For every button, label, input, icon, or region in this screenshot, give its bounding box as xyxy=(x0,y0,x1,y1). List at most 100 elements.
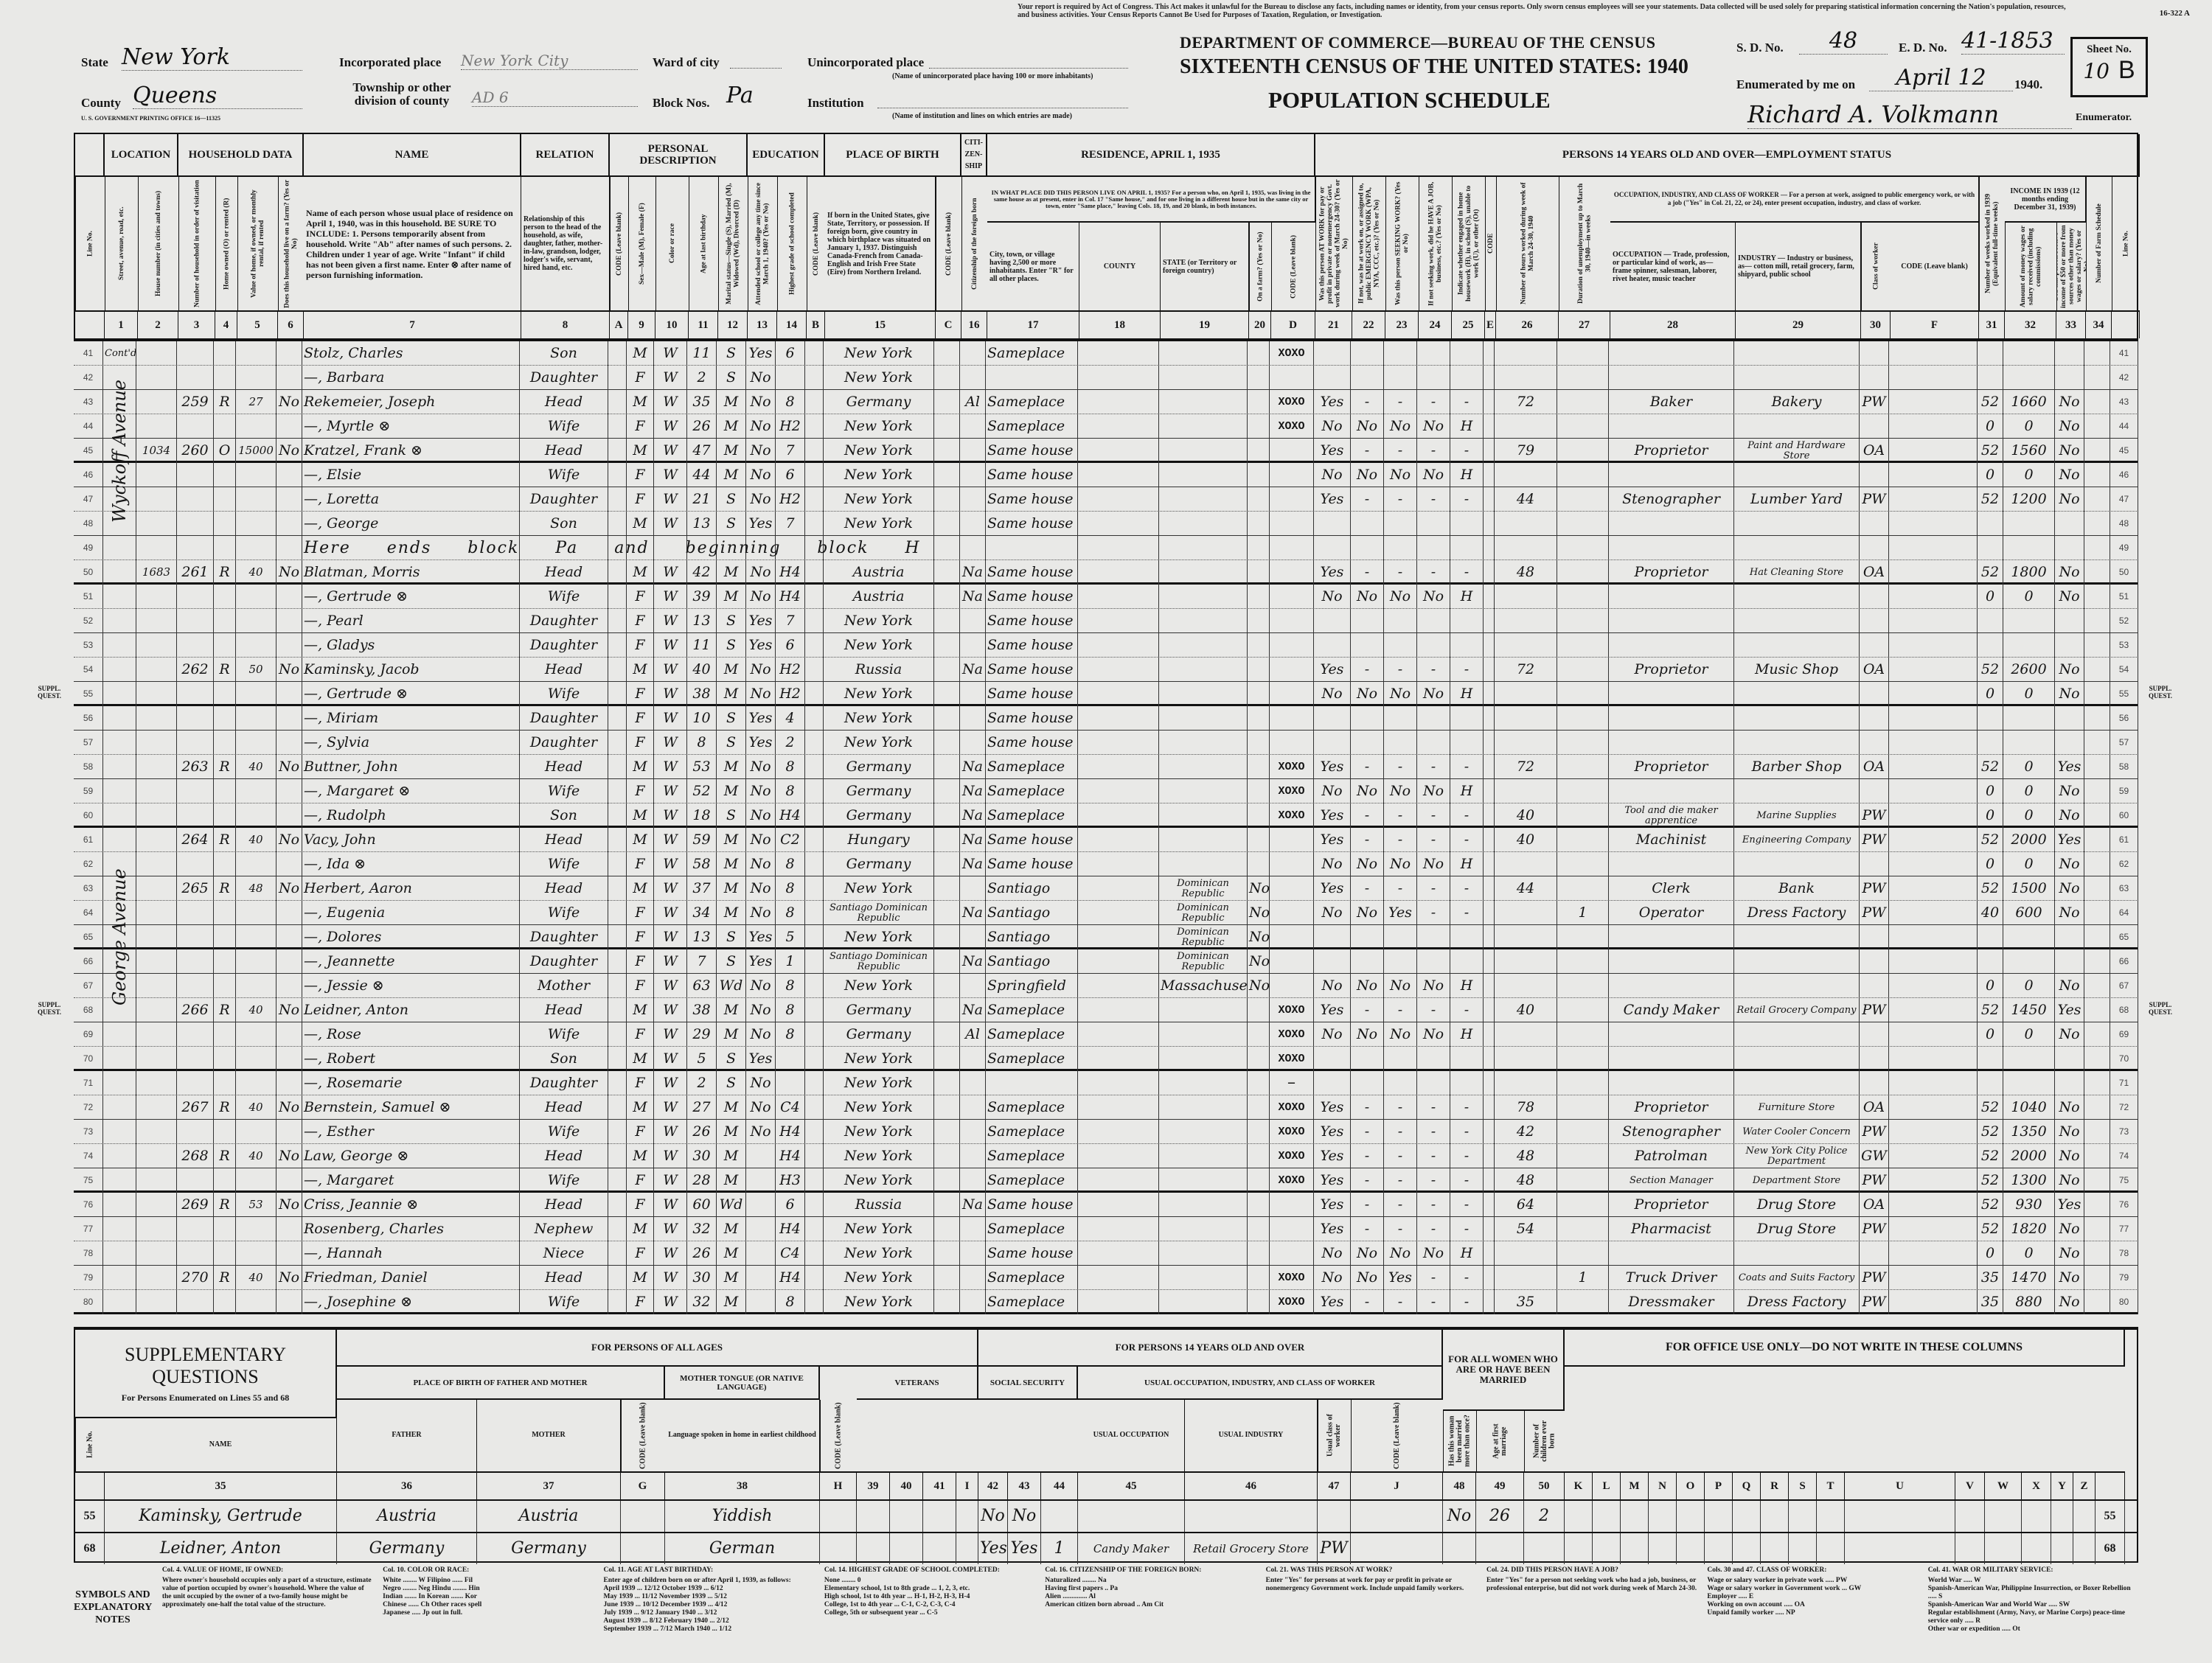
cell-race: W xyxy=(654,949,687,974)
cell-line: 69 xyxy=(74,1022,103,1047)
cell-grade: H4 xyxy=(776,803,805,828)
suppl-quest-marker: SUPPL. QUEST. xyxy=(37,1001,62,1016)
cell-seeking xyxy=(1557,1217,1609,1241)
cell-c23 xyxy=(1384,341,1417,366)
cell-codeF xyxy=(1889,901,1978,925)
cell-relation: Head xyxy=(520,560,608,585)
cell-c25: H xyxy=(1450,585,1484,609)
cell-relation: Daughter xyxy=(520,949,608,974)
cell-relation: Head xyxy=(520,876,608,901)
cell-c23: No xyxy=(1384,463,1417,487)
cell-sex: M xyxy=(627,876,654,901)
ward-label: Ward of city xyxy=(653,55,720,69)
unincorporated-field xyxy=(929,68,1128,69)
cell-class: PW xyxy=(1860,1290,1889,1314)
cell-res_city: Sameplace xyxy=(986,1168,1078,1193)
supplementary-label-name: NAME xyxy=(105,1418,337,1471)
cell-street xyxy=(103,949,136,974)
cell-weeks: 52 xyxy=(1978,1144,2003,1168)
cell-value: 40 xyxy=(236,1266,276,1290)
cell-grade: 8 xyxy=(776,779,805,803)
cell-c21 xyxy=(1314,706,1351,731)
cell-line: 45 xyxy=(74,439,103,463)
cell-res_state xyxy=(1159,560,1248,585)
cell-sex: F xyxy=(627,852,654,876)
cell-wages: 1470 xyxy=(2003,1266,2055,1290)
supplementary-cell-Q xyxy=(1733,1533,1761,1564)
cell-marital: S xyxy=(717,512,746,536)
cell-citizenship xyxy=(960,609,986,633)
cell-industry xyxy=(1734,633,1860,658)
cell-codeB xyxy=(805,633,824,658)
cell-school: No xyxy=(746,779,776,803)
cell-c22: - xyxy=(1351,390,1384,414)
cell-codeE xyxy=(1484,949,1495,974)
cell-age: 26 xyxy=(687,1241,717,1266)
cell-c21 xyxy=(1314,609,1351,633)
cell-codeE xyxy=(1484,585,1495,609)
cell-age: 11 xyxy=(687,341,717,366)
group-header: PERSONAL DESCRIPTION xyxy=(610,134,748,177)
cell-codeB xyxy=(805,1241,824,1266)
cell-hours: 48 xyxy=(1495,1168,1557,1193)
cell-c22: - xyxy=(1351,1120,1384,1144)
cell-occupation xyxy=(1609,463,1734,487)
cell-age: 39 xyxy=(687,585,717,609)
cell-res_farm xyxy=(1248,998,1270,1022)
cell-res_state xyxy=(1159,658,1248,682)
cell-wages xyxy=(2003,536,2055,560)
cell-relation: Head xyxy=(520,1193,608,1217)
cell-line: 77 xyxy=(74,1217,103,1241)
cell-codeC xyxy=(934,998,960,1022)
cell-value xyxy=(236,633,276,658)
cell-codeF xyxy=(1889,1071,1978,1095)
supplementary-label-usual_occ: USUAL OCCUPATION xyxy=(1078,1400,1185,1471)
cell-codeD: XOXO xyxy=(1270,1095,1314,1120)
cell-seeking xyxy=(1557,658,1609,682)
cell-codeF xyxy=(1889,731,1978,755)
cell-race: W xyxy=(654,901,687,925)
cell-codeC xyxy=(934,731,960,755)
cell-marital xyxy=(717,536,746,560)
cell-c23: Yes xyxy=(1384,1266,1417,1290)
cell-wages: 1800 xyxy=(2003,560,2055,585)
cell-class: PW xyxy=(1860,998,1889,1022)
column-label-name: Name of each person whose usual place of… xyxy=(304,177,521,310)
cell-codeC xyxy=(934,366,960,390)
cell-res_farm xyxy=(1248,755,1270,779)
cell-farm xyxy=(276,974,302,998)
cell-line: 56 xyxy=(74,706,103,731)
cell-wages: 0 xyxy=(2003,463,2055,487)
cell-grade: 6 xyxy=(776,633,805,658)
cell-dwelling xyxy=(177,779,214,803)
cell-dwelling xyxy=(177,366,214,390)
note-text: White ........ W Filipino ...... Fil Neg… xyxy=(383,1577,482,1617)
cell-house xyxy=(136,755,177,779)
cell-weeks: 0 xyxy=(1978,414,2003,439)
cell-sex xyxy=(627,536,654,560)
cell-grade: C4 xyxy=(776,1241,805,1266)
cell-c25: H xyxy=(1450,1241,1484,1266)
suppl-quest-marker: SUPPL. QUEST. xyxy=(37,685,62,700)
cell-line_r: 60 xyxy=(2110,803,2138,828)
cell-codeE xyxy=(1484,658,1495,682)
cell-c22 xyxy=(1351,1071,1384,1095)
cell-c24 xyxy=(1417,609,1450,633)
cell-codeD: XOXO xyxy=(1270,803,1314,828)
cell-tenure xyxy=(214,463,236,487)
cell-wages xyxy=(2003,706,2055,731)
cell-sex: M xyxy=(627,1217,654,1241)
cell-c22: No xyxy=(1351,901,1384,925)
cell-marital: M xyxy=(717,852,746,876)
cell-res_city: Same house xyxy=(986,1241,1078,1266)
cell-school: No xyxy=(746,1120,776,1144)
cell-c24: No xyxy=(1417,1241,1450,1266)
cell-street xyxy=(103,1071,136,1095)
cell-seeking xyxy=(1557,706,1609,731)
cell-weeks xyxy=(1978,536,2003,560)
cell-hours: 40 xyxy=(1495,998,1557,1022)
column-label-age: Age at last birthday xyxy=(689,177,718,310)
cell-c25: - xyxy=(1450,901,1484,925)
supplementary-cell-S xyxy=(1789,1501,1817,1532)
column-label-codeE: CODE xyxy=(1485,177,1496,310)
